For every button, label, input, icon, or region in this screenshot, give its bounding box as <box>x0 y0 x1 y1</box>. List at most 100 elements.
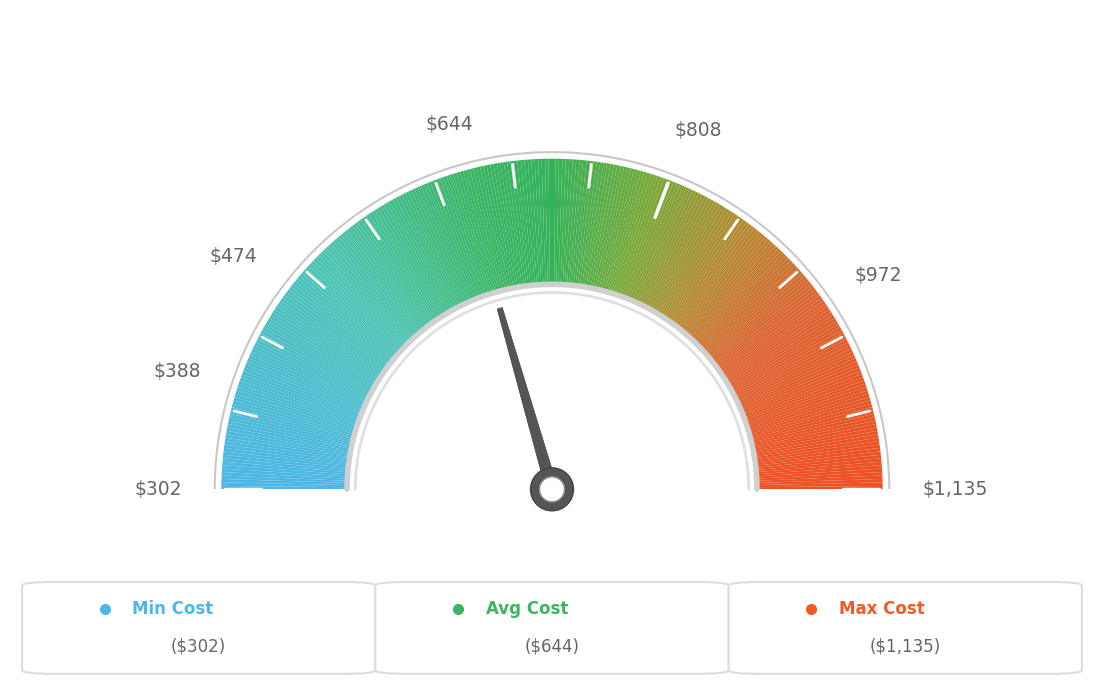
Wedge shape <box>740 355 856 408</box>
Text: ($302): ($302) <box>171 638 226 656</box>
Wedge shape <box>222 462 348 474</box>
Wedge shape <box>363 216 437 321</box>
FancyBboxPatch shape <box>729 582 1082 674</box>
Wedge shape <box>614 174 655 295</box>
Wedge shape <box>521 160 534 285</box>
Wedge shape <box>554 159 559 284</box>
Wedge shape <box>661 210 732 317</box>
Text: ($644): ($644) <box>524 638 580 656</box>
Wedge shape <box>290 284 391 364</box>
Wedge shape <box>745 377 864 422</box>
Wedge shape <box>549 159 552 284</box>
Wedge shape <box>323 248 412 342</box>
Wedge shape <box>259 333 371 395</box>
Wedge shape <box>241 374 360 420</box>
Wedge shape <box>710 279 809 360</box>
Wedge shape <box>266 321 375 387</box>
Wedge shape <box>493 164 518 288</box>
Wedge shape <box>739 352 854 406</box>
Wedge shape <box>542 159 548 284</box>
Wedge shape <box>238 381 359 424</box>
Wedge shape <box>369 212 440 319</box>
Wedge shape <box>704 268 800 354</box>
Wedge shape <box>591 164 617 288</box>
Wedge shape <box>453 172 492 294</box>
Wedge shape <box>697 255 788 346</box>
Wedge shape <box>267 318 376 385</box>
Wedge shape <box>393 198 455 310</box>
Wedge shape <box>701 263 795 351</box>
Wedge shape <box>711 282 811 362</box>
Wedge shape <box>518 160 533 286</box>
Wedge shape <box>225 434 350 457</box>
Wedge shape <box>318 253 408 344</box>
Wedge shape <box>694 250 784 343</box>
Wedge shape <box>647 197 709 308</box>
Wedge shape <box>652 201 718 312</box>
Wedge shape <box>390 199 454 310</box>
Wedge shape <box>333 239 418 335</box>
Wedge shape <box>306 266 401 352</box>
Wedge shape <box>567 159 580 285</box>
Wedge shape <box>754 434 879 457</box>
Wedge shape <box>719 298 824 373</box>
Text: $808: $808 <box>675 121 722 140</box>
Wedge shape <box>477 167 507 290</box>
Wedge shape <box>645 195 705 308</box>
Polygon shape <box>497 308 558 491</box>
Wedge shape <box>275 306 381 377</box>
Wedge shape <box>222 472 348 481</box>
Wedge shape <box>745 381 866 424</box>
Text: Min Cost: Min Cost <box>132 600 214 618</box>
Wedge shape <box>545 159 550 284</box>
Wedge shape <box>575 161 594 286</box>
Wedge shape <box>757 475 882 483</box>
Wedge shape <box>573 161 590 286</box>
Wedge shape <box>528 159 539 285</box>
Wedge shape <box>240 377 359 422</box>
Text: $1,135: $1,135 <box>922 480 988 499</box>
Wedge shape <box>352 224 429 326</box>
Wedge shape <box>222 486 347 489</box>
Wedge shape <box>230 414 352 444</box>
Wedge shape <box>586 164 611 288</box>
Wedge shape <box>250 352 365 406</box>
Wedge shape <box>753 421 877 448</box>
Wedge shape <box>644 193 702 306</box>
Wedge shape <box>743 371 862 418</box>
Wedge shape <box>577 161 597 286</box>
Wedge shape <box>552 159 555 284</box>
Wedge shape <box>510 161 529 286</box>
Wedge shape <box>561 159 570 284</box>
Wedge shape <box>692 248 781 342</box>
Wedge shape <box>431 181 478 299</box>
Wedge shape <box>715 289 817 367</box>
Wedge shape <box>347 284 757 489</box>
Wedge shape <box>224 441 349 462</box>
Wedge shape <box>497 163 520 287</box>
Wedge shape <box>703 266 798 352</box>
Wedge shape <box>716 292 819 369</box>
Wedge shape <box>752 417 875 446</box>
Wedge shape <box>734 336 847 396</box>
Wedge shape <box>375 208 444 316</box>
Wedge shape <box>444 176 487 296</box>
Wedge shape <box>743 368 861 416</box>
Wedge shape <box>679 230 760 330</box>
Wedge shape <box>227 421 351 448</box>
Wedge shape <box>280 298 385 373</box>
Wedge shape <box>723 306 829 377</box>
Wedge shape <box>570 160 583 285</box>
Wedge shape <box>326 246 413 340</box>
Wedge shape <box>671 220 746 324</box>
Wedge shape <box>593 165 620 289</box>
Wedge shape <box>740 358 857 410</box>
Wedge shape <box>660 208 729 316</box>
Wedge shape <box>725 312 834 382</box>
Wedge shape <box>466 169 501 291</box>
Wedge shape <box>754 437 879 460</box>
Wedge shape <box>440 177 485 297</box>
Wedge shape <box>341 233 423 331</box>
Wedge shape <box>367 214 438 319</box>
Wedge shape <box>636 187 690 303</box>
